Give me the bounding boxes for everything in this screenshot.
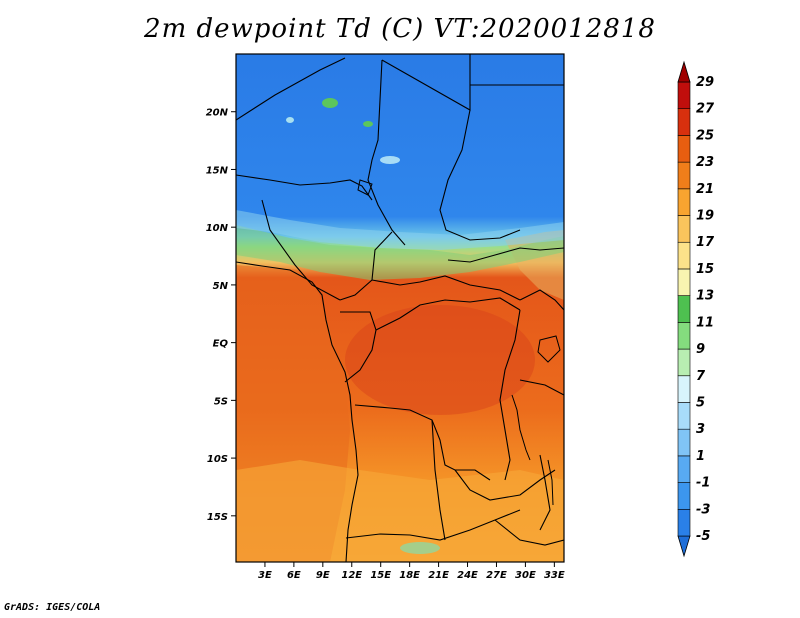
colorbar-bin: [677, 348, 691, 377]
border-zambia: [454, 469, 556, 501]
lon-tick-label: 3E: [258, 570, 272, 581]
colorbar-bin: [677, 135, 691, 163]
colorbar-bin: [677, 322, 691, 350]
lake-tanganyika: [511, 394, 531, 461]
border-drc-east: [499, 309, 521, 481]
colorbar-bin: [677, 215, 691, 243]
lake-malawi: [547, 459, 554, 506]
colorbar-bin: [677, 241, 691, 270]
colorbar-bin: [677, 535, 691, 558]
lon-tick-label: 6E: [287, 570, 301, 581]
lat-tick-label: 5N: [213, 281, 229, 292]
colorbar-label: 29: [696, 75, 714, 90]
lat-tick-label: 10N: [206, 223, 229, 234]
colorbar-bin: [677, 428, 691, 457]
sahel-moist-band: [236, 210, 564, 250]
colorbar-bin: [677, 482, 691, 510]
lon-tick-label: 12E: [341, 570, 362, 581]
lat-tick-label: 15S: [207, 512, 228, 523]
border-zimbabwe: [494, 519, 564, 546]
colorbar-bin: [677, 81, 691, 110]
lat-tick-label: 20N: [206, 108, 229, 119]
map-frame: [235, 53, 565, 563]
colorbar-label: -5: [696, 529, 710, 544]
colorbar-label: 3: [696, 422, 705, 437]
colorbar-label: 19: [696, 209, 714, 224]
border-sudan-south: [447, 247, 564, 263]
country-borders: [236, 54, 564, 562]
lon-tick-label: 15E: [370, 570, 391, 581]
longitude-axis: 3E 6E 9E 12E 15E 18E 21E 24E 27E 30E 33E: [258, 562, 565, 581]
lat-tick-label: 5S: [214, 396, 228, 407]
colorbar-bin: [677, 268, 691, 296]
colorbar-label: 7: [696, 369, 706, 384]
border-niger-chad: [236, 174, 373, 201]
coastline-west: [236, 261, 359, 562]
border-malawi: [539, 454, 551, 531]
colorbar-label: 27: [696, 102, 715, 117]
chart-title: 2m dewpoint Td (C) VT:2020012818: [144, 14, 656, 44]
lake-victoria: [537, 335, 561, 363]
latitude-axis: 20N 15N 10N 5N EQ 5S 10S 15S: [206, 108, 236, 523]
lon-tick-label: 21E: [428, 570, 449, 581]
congo-basin-field: [345, 305, 535, 415]
border-congo: [340, 311, 377, 383]
lon-tick-label: 18E: [399, 570, 420, 581]
colorbar-label: 25: [696, 128, 714, 143]
lon-tick-label: 24E: [457, 570, 478, 581]
border-tanzania: [519, 379, 564, 396]
lake-chad: [357, 179, 373, 196]
border-drc-north: [375, 297, 521, 331]
lat-tick-label: EQ: [213, 339, 229, 350]
green-patch: [363, 121, 373, 127]
green-patch: [380, 156, 400, 164]
border-car: [371, 275, 521, 301]
green-patch: [322, 98, 338, 108]
lon-tick-label: 9E: [316, 570, 330, 581]
lat-tick-label: 15N: [206, 165, 229, 176]
border-cameroon-car: [339, 231, 393, 301]
border-nigeria-cameroon: [261, 199, 341, 301]
lon-tick-label: 30E: [515, 570, 536, 581]
colorbar-label: 1: [696, 449, 705, 464]
colorbar-label: 13: [696, 289, 714, 304]
green-patch: [286, 117, 294, 123]
colorbar-bin: [677, 455, 691, 483]
grads-credit: GrADS: IGES/COLA: [4, 602, 101, 613]
colorbar-bin: [677, 295, 691, 323]
lakes: [357, 179, 561, 506]
colorbar-bin: [677, 188, 691, 216]
southern-field: [236, 460, 564, 562]
dewpoint-field: [236, 54, 564, 562]
lon-tick-label: 33E: [544, 570, 565, 581]
colorbar-label: 5: [696, 395, 705, 410]
border-uganda-kenya: [519, 289, 564, 311]
colorbar-label: 15: [696, 262, 714, 277]
colorbar-label: 17: [696, 235, 715, 250]
colorbar-label: -3: [696, 502, 710, 517]
border-algeria-niger: [236, 57, 346, 121]
colorbar-label: -1: [696, 476, 710, 491]
green-patch: [400, 542, 440, 554]
colorbar-bin: [677, 375, 691, 403]
colorbar-label: 23: [696, 155, 714, 170]
colorbar-bin: [677, 108, 691, 136]
colorbar-label: 11: [696, 315, 714, 330]
border-chad-sudan: [367, 59, 406, 246]
border-sudan: [439, 109, 521, 241]
lon-tick-label: 27E: [486, 570, 507, 581]
colorbar-bin: [677, 161, 691, 190]
border-angola-drc: [354, 404, 491, 481]
sahel-transition: [236, 225, 564, 280]
colorbar-bin: [677, 508, 691, 537]
colorbar-bin: [677, 402, 691, 430]
colorbar-label: 9: [696, 342, 705, 357]
lat-tick-label: 10S: [207, 454, 228, 465]
colorbar-label: 21: [696, 182, 714, 197]
border-angola-zambia: [431, 419, 446, 541]
colorbar-bin: [677, 60, 691, 83]
